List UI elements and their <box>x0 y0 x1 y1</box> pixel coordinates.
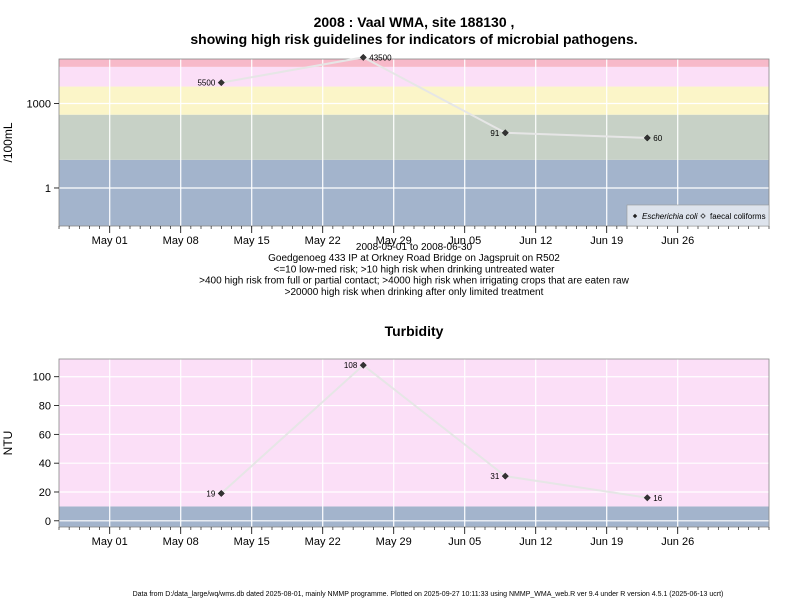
microbial-xtick-label-1: May 08 <box>163 235 199 247</box>
legend-label-ecoli: Escherichia coli <box>642 212 698 221</box>
turbidity-xtick-label-7: Jun 19 <box>590 536 623 548</box>
microbial-xtick-label-4: May 29 <box>376 235 412 247</box>
turbidity-xtick-label-8: Jun 26 <box>661 536 694 548</box>
turbidity-xtick-label-3: May 22 <box>305 536 341 548</box>
turbidity-data-label-0: 19 <box>206 489 215 498</box>
turbidity-data-point-2 <box>501 472 509 480</box>
figure-title-line2: showing high risk guidelines for indicat… <box>190 31 637 47</box>
microbial-series-line-0 <box>221 56 648 139</box>
microbial-xtick-label-3: May 22 <box>305 235 341 247</box>
turbidity-xtick-label-5: Jun 05 <box>448 536 481 548</box>
microbial-band-3 <box>59 66 769 87</box>
turbidity-data-label-1: 108 <box>344 361 358 370</box>
microbial-xtick-label-0: May 01 <box>92 235 128 247</box>
legend-label-faecal: faecal coliforms <box>710 212 766 221</box>
caption-line-0: 2008-05-01 to 2008-06-30 <box>356 242 473 253</box>
microbial-data-label-2: 91 <box>490 129 499 138</box>
turbidity-ytick-label-3: 60 <box>39 429 51 441</box>
turbidity-data-label-3: 16 <box>653 494 662 503</box>
microbial-data-point-0 <box>217 79 225 87</box>
turbidity-xtick-label-2: May 15 <box>234 536 270 548</box>
microbial-data-label-1: 43500 <box>369 53 392 62</box>
microbial-band-4 <box>59 59 769 67</box>
figure-title-line1: 2008 : Vaal WMA, site 188130 , <box>314 14 515 30</box>
legend-marker-ecoli <box>632 213 638 219</box>
microbial-xtick-label-8: Jun 26 <box>661 235 694 247</box>
legend-marker-faecal <box>700 213 706 219</box>
microbial-y-axis-label: /100mL <box>1 122 15 162</box>
turbidity-ytick-label-5: 100 <box>33 372 51 384</box>
turbidity-data-point-3 <box>643 494 651 502</box>
microbial-band-1 <box>59 114 769 160</box>
microbial-xtick-label-6: Jun 12 <box>519 235 552 247</box>
turbidity-ytick-label-1: 20 <box>39 487 51 499</box>
turbidity-data-point-1 <box>359 361 367 369</box>
turbidity-ytick-label-2: 40 <box>39 458 51 470</box>
microbial-data-label-3: 60 <box>653 134 662 143</box>
turbidity-data-point-0 <box>217 489 225 497</box>
caption-line-4: >20000 high risk when drinking after onl… <box>285 287 544 298</box>
caption-line-2: <=10 low-med risk; >10 high risk when dr… <box>274 264 556 275</box>
turbidity-ytick-label-4: 80 <box>39 401 51 413</box>
turbidity-band-1 <box>59 359 769 507</box>
turbidity-ytick-label-0: 0 <box>45 516 51 528</box>
turbidity-xtick-label-0: May 01 <box>92 536 128 548</box>
turbidity-xtick-label-1: May 08 <box>163 536 199 548</box>
caption-line-1: Goedgenoeg 433 IP at Orkney Road Bridge … <box>268 253 560 264</box>
turbidity-xtick-label-4: May 29 <box>376 536 412 548</box>
microbial-ytick-label-1: 1000 <box>27 98 51 110</box>
turbidity-data-label-2: 31 <box>490 472 499 481</box>
microbial-ytick-label-0: 1 <box>45 183 51 195</box>
microbial-xtick-label-2: May 15 <box>234 235 270 247</box>
turbidity-series-line-0 <box>220 363 648 499</box>
footer-note: Data from D:/data_large/wq/wms.db dated … <box>133 591 724 598</box>
turbidity-title: Turbidity <box>385 323 444 339</box>
microbial-data-point-2 <box>501 129 509 137</box>
caption-line-3: >400 high risk from full or partial cont… <box>199 276 629 287</box>
microbial-xtick-label-7: Jun 19 <box>590 235 623 247</box>
microbial-data-point-1 <box>359 53 367 61</box>
microbial-xtick-label-5: Jun 05 <box>448 235 481 247</box>
microbial-band-2 <box>59 86 769 115</box>
turbidity-xtick-label-6: Jun 12 <box>519 536 552 548</box>
microbial-data-label-0: 5500 <box>197 79 215 88</box>
turbidity-y-axis-label: NTU <box>1 431 15 456</box>
microbial-data-point-3 <box>643 134 651 142</box>
turbidity-band-0 <box>59 506 769 527</box>
legend-box <box>626 204 770 227</box>
